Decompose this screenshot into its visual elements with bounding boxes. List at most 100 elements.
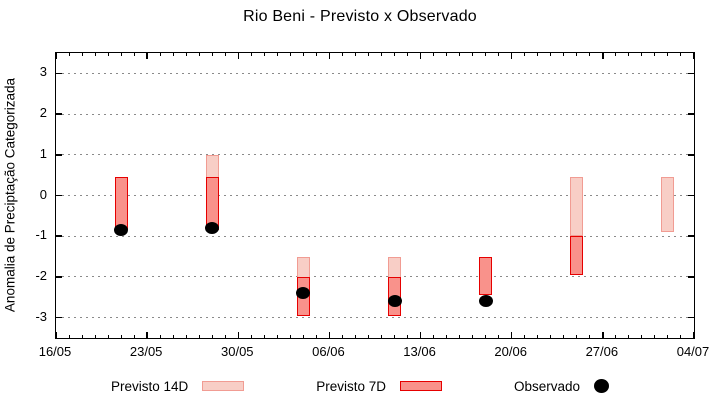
x-minor-tick bbox=[446, 53, 448, 56]
x-tick-label: 06/06 bbox=[312, 344, 345, 359]
x-minor-tick bbox=[224, 53, 226, 56]
forecast-bar-7d bbox=[570, 236, 584, 275]
x-minor-tick bbox=[68, 335, 70, 338]
gridline bbox=[56, 195, 694, 196]
gridline bbox=[56, 276, 694, 278]
y-tick-label: 3 bbox=[39, 64, 47, 80]
x-major-tick bbox=[602, 332, 604, 338]
x-minor-tick bbox=[615, 335, 617, 338]
x-minor-tick bbox=[263, 335, 265, 338]
x-minor-tick bbox=[107, 53, 109, 56]
x-minor-tick bbox=[185, 53, 187, 56]
y-tick bbox=[56, 113, 62, 115]
x-major-tick bbox=[55, 53, 57, 59]
x-minor-tick bbox=[133, 335, 135, 338]
y-tick-label: 0 bbox=[39, 186, 47, 202]
x-minor-tick bbox=[563, 53, 565, 56]
x-minor-tick bbox=[667, 335, 669, 338]
x-minor-tick bbox=[198, 335, 200, 338]
x-major-tick bbox=[328, 332, 331, 338]
x-tick-label: 23/05 bbox=[129, 344, 163, 359]
x-major-tick bbox=[55, 332, 57, 338]
x-major-tick bbox=[510, 53, 513, 59]
x-minor-tick bbox=[185, 335, 187, 338]
x-minor-tick bbox=[615, 53, 617, 56]
y-tick bbox=[56, 235, 62, 237]
x-minor-tick bbox=[576, 53, 578, 56]
x-minor-tick bbox=[289, 335, 291, 338]
x-minor-tick bbox=[172, 53, 174, 56]
legend: Previsto 14D Previsto 7D Observado bbox=[0, 374, 720, 398]
legend-swatch-previsto-7d-icon bbox=[400, 381, 443, 391]
x-major-tick bbox=[146, 53, 148, 59]
x-minor-tick bbox=[407, 53, 409, 56]
observed-point bbox=[387, 295, 402, 308]
x-major-tick bbox=[510, 332, 513, 338]
gridline bbox=[56, 154, 694, 156]
x-major-tick bbox=[693, 332, 695, 338]
x-minor-tick bbox=[159, 335, 161, 338]
legend-label-previsto-14d: Previsto 14D bbox=[110, 378, 189, 394]
y-tick-label: -3 bbox=[35, 308, 47, 324]
x-minor-tick bbox=[446, 335, 448, 338]
x-major-tick bbox=[328, 53, 331, 59]
x-minor-tick bbox=[354, 335, 356, 338]
y-tick-label: 2 bbox=[39, 105, 47, 121]
x-minor-tick bbox=[120, 53, 122, 56]
y-tick bbox=[688, 276, 694, 278]
x-minor-tick bbox=[472, 335, 474, 338]
x-minor-tick bbox=[367, 53, 369, 56]
x-minor-tick bbox=[524, 53, 526, 56]
x-minor-tick bbox=[211, 335, 213, 338]
x-minor-tick bbox=[250, 53, 252, 56]
x-minor-tick bbox=[302, 53, 304, 56]
y-tick bbox=[56, 316, 62, 319]
x-minor-tick bbox=[354, 53, 356, 56]
x-major-tick bbox=[237, 332, 240, 338]
x-minor-tick bbox=[459, 53, 461, 56]
observed-point bbox=[478, 295, 493, 308]
observed-point bbox=[205, 222, 220, 235]
forecast-bar-14d bbox=[661, 177, 675, 233]
x-minor-tick bbox=[107, 335, 109, 338]
y-tick bbox=[56, 276, 62, 278]
x-minor-tick bbox=[537, 53, 539, 56]
x-minor-tick bbox=[159, 53, 161, 56]
y-tick bbox=[688, 194, 694, 197]
x-minor-tick bbox=[654, 53, 656, 56]
x-minor-tick bbox=[315, 53, 317, 56]
y-tick bbox=[56, 154, 62, 156]
x-minor-tick bbox=[641, 53, 643, 56]
x-minor-tick bbox=[120, 335, 122, 338]
x-major-tick bbox=[237, 53, 240, 59]
x-minor-tick bbox=[563, 335, 565, 338]
x-minor-tick bbox=[341, 335, 343, 338]
forecast-bar-14d bbox=[570, 177, 584, 237]
x-major-tick bbox=[146, 332, 148, 338]
x-minor-tick bbox=[211, 53, 213, 56]
legend-observado-dot-icon bbox=[594, 379, 610, 393]
x-minor-tick bbox=[498, 335, 500, 338]
x-minor-tick bbox=[224, 335, 226, 338]
x-minor-tick bbox=[276, 53, 278, 56]
observed-point bbox=[296, 287, 311, 300]
x-minor-tick bbox=[680, 335, 682, 338]
x-minor-tick bbox=[302, 335, 304, 338]
x-minor-tick bbox=[472, 53, 474, 56]
y-tick bbox=[688, 72, 694, 75]
x-minor-tick bbox=[537, 335, 539, 338]
forecast-bar-7d bbox=[479, 256, 493, 296]
y-tick-label: -2 bbox=[35, 267, 47, 283]
y-tick bbox=[688, 235, 694, 237]
x-minor-tick bbox=[485, 53, 487, 56]
x-major-tick bbox=[602, 53, 604, 59]
x-minor-tick bbox=[667, 53, 669, 56]
x-minor-tick bbox=[459, 335, 461, 338]
legend-item-observado: Observado bbox=[514, 378, 610, 394]
x-tick-label: 20/06 bbox=[494, 344, 527, 359]
y-tick-label: 1 bbox=[39, 145, 47, 161]
x-minor-tick bbox=[433, 335, 435, 338]
x-minor-tick bbox=[263, 53, 265, 56]
legend-label-observado: Observado bbox=[514, 378, 581, 394]
